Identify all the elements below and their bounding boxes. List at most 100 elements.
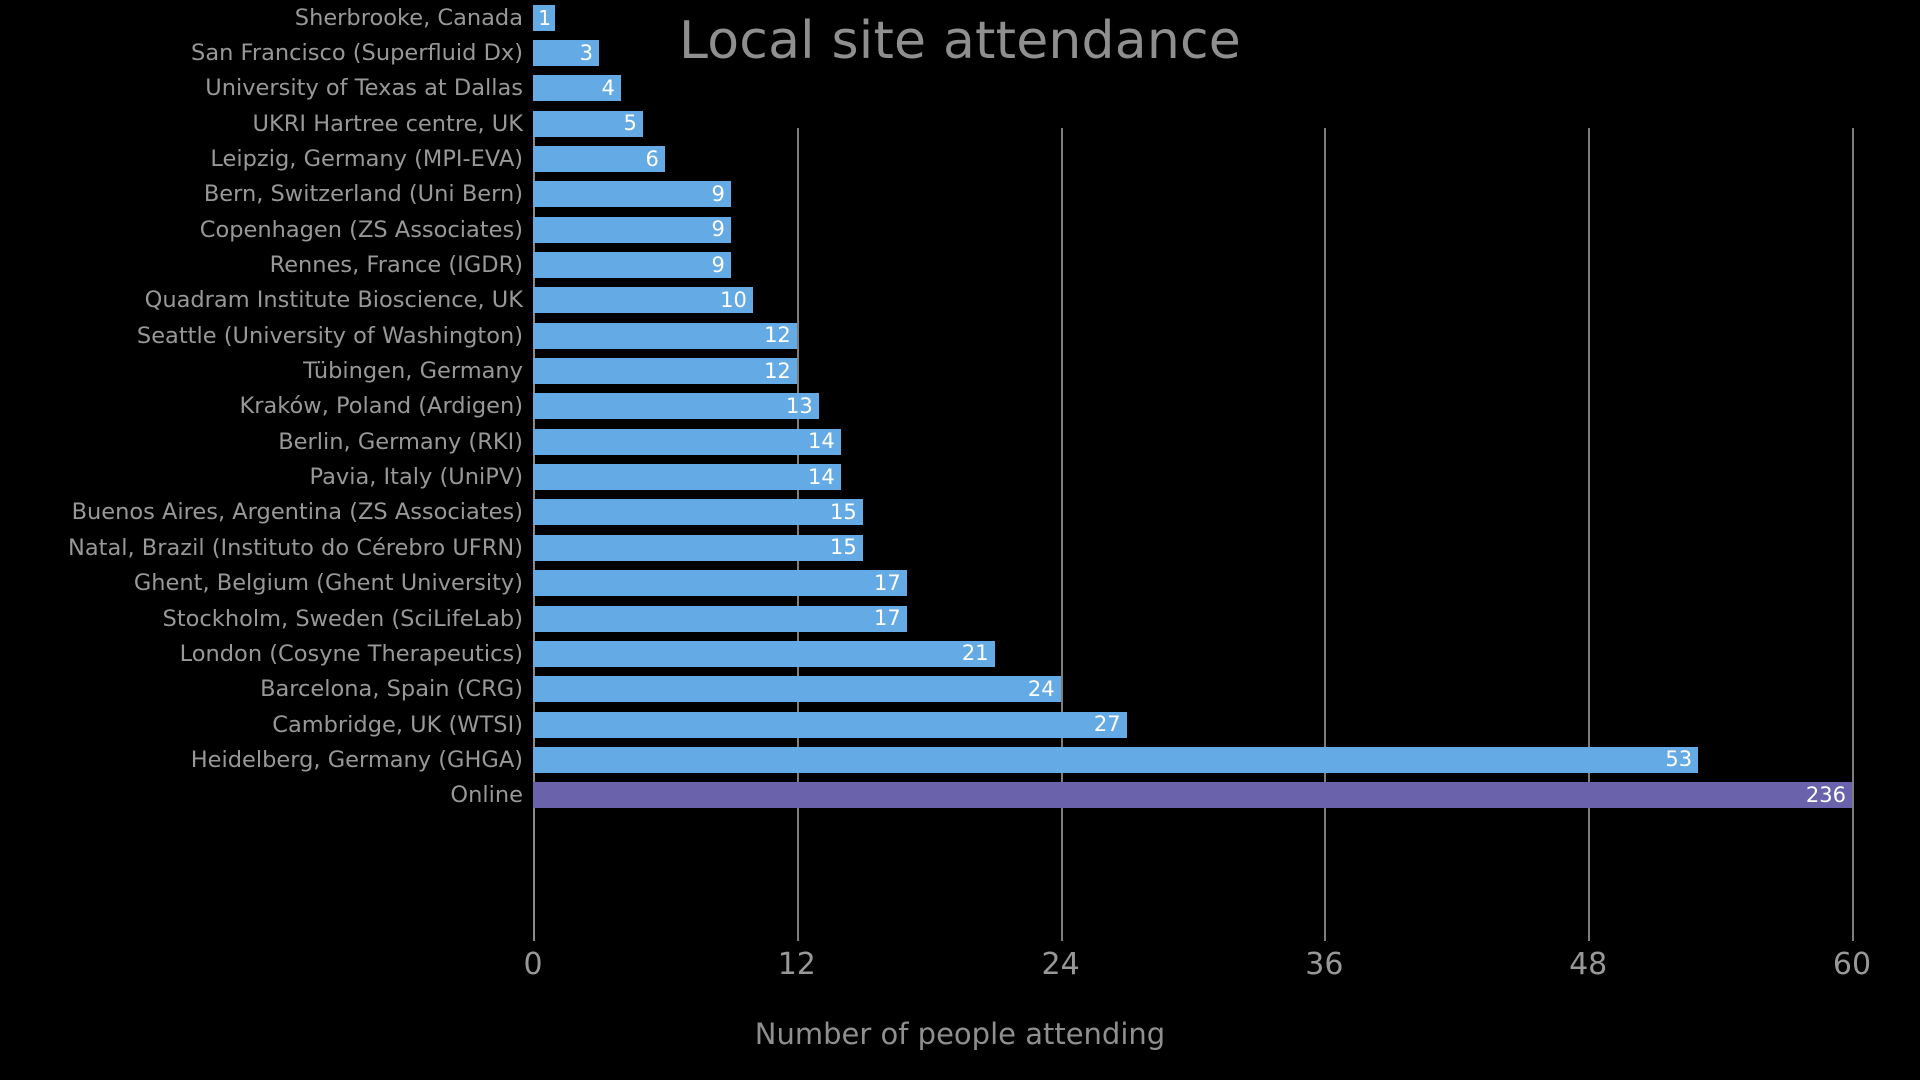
bar-value-label: 12 bbox=[764, 323, 791, 348]
bar-row: Heidelberg, Germany (GHGA) 53 bbox=[0, 742, 1920, 777]
category-label: University of Texas at Dallas bbox=[205, 75, 523, 102]
bar-row: Sherbrooke, Canada 1 bbox=[0, 0, 1920, 35]
category-label: Berlin, Germany (RKI) bbox=[278, 428, 523, 455]
bar-value-label: 17 bbox=[873, 570, 901, 595]
bar[interactable]: 12 bbox=[533, 358, 797, 385]
bar-container: 1 bbox=[533, 4, 555, 31]
bar-container: 21 bbox=[533, 640, 995, 667]
bar-row: Rennes, France (IGDR) 9 bbox=[0, 247, 1920, 282]
category-label: Online bbox=[450, 781, 523, 808]
bar-value-label: 15 bbox=[830, 499, 857, 524]
bar[interactable]: 9 bbox=[533, 181, 731, 208]
bar-container: 13 bbox=[533, 393, 819, 420]
bar-container: 236 bbox=[533, 782, 1852, 809]
gridline-48 bbox=[1588, 128, 1591, 941]
category-label: Buenos Aires, Argentina (ZS Associates) bbox=[71, 499, 523, 526]
bar-container: 15 bbox=[533, 499, 863, 526]
bar[interactable]: 9 bbox=[533, 216, 731, 243]
bar[interactable]: 13 bbox=[533, 393, 819, 420]
bar-value-label: 9 bbox=[711, 252, 725, 277]
category-label: Natal, Brazil (Instituto do Cérebro UFRN… bbox=[68, 534, 523, 561]
bar-row: Barcelona, Spain (CRG) 24 bbox=[0, 672, 1920, 707]
bar-row: Buenos Aires, Argentina (ZS Associates) 1… bbox=[0, 495, 1920, 530]
bar-container: 12 bbox=[533, 358, 797, 385]
bar-row: Copenhagen (ZS Associates) 9 bbox=[0, 212, 1920, 247]
bar[interactable]: 5 bbox=[533, 110, 643, 137]
category-label: UKRI Hartree centre, UK bbox=[252, 110, 523, 137]
bar-container: 14 bbox=[533, 464, 841, 491]
bar-value-label: 5 bbox=[623, 111, 637, 136]
bar-row: Leipzig, Germany (MPI-EVA) 6 bbox=[0, 141, 1920, 176]
bar[interactable]: 9 bbox=[533, 252, 731, 279]
bar-value-label: 14 bbox=[808, 429, 835, 454]
x-axis-label: Number of people attending bbox=[754, 1017, 1166, 1051]
bar-value-label: 10 bbox=[720, 287, 747, 312]
bar-container: 6 bbox=[533, 146, 665, 173]
bar-container: 15 bbox=[533, 534, 863, 561]
category-label: Leipzig, Germany (MPI-EVA) bbox=[210, 145, 523, 172]
gridline-24 bbox=[1060, 128, 1063, 941]
category-label: Bern, Switzerland (Uni Bern) bbox=[203, 181, 523, 208]
bar-row: Bern, Switzerland (Uni Bern) 9 bbox=[0, 177, 1920, 212]
bar-row: Quadram Institute Bioscience, UK 10 bbox=[0, 283, 1920, 318]
bar[interactable]: 4 bbox=[533, 75, 621, 102]
bar-container: 4 bbox=[533, 75, 621, 102]
x-tick-label: 36 bbox=[1305, 947, 1344, 982]
bar[interactable]: 24 bbox=[533, 676, 1061, 703]
category-label: Heidelberg, Germany (GHGA) bbox=[190, 746, 523, 773]
category-label: Tübingen, Germany bbox=[303, 357, 523, 384]
bar-container: 3 bbox=[533, 40, 599, 67]
bar-value-label: 27 bbox=[1093, 712, 1121, 737]
bar-container: 53 bbox=[533, 746, 1699, 773]
bar-value-label: 6 bbox=[645, 146, 659, 171]
bar[interactable]: 15 bbox=[533, 534, 863, 561]
bar-value-label: 4 bbox=[601, 75, 615, 100]
bar-row: UKRI Hartree centre, UK 5 bbox=[0, 106, 1920, 141]
bar[interactable]: 12 bbox=[533, 322, 797, 349]
bar-container: 24 bbox=[533, 676, 1061, 703]
gridline-60 bbox=[1852, 128, 1854, 941]
x-tick-label: 0 bbox=[523, 947, 543, 982]
bar-row: Cambridge, UK (WTSI) 27 bbox=[0, 707, 1920, 742]
bar[interactable]: 14 bbox=[533, 464, 841, 491]
bar[interactable]: 236 bbox=[533, 782, 1852, 809]
bar[interactable]: 27 bbox=[533, 711, 1127, 738]
bar-container: 17 bbox=[533, 570, 907, 597]
bar-container: 17 bbox=[533, 605, 907, 632]
bar-value-label: 13 bbox=[786, 393, 813, 418]
chart-title: Local site attendance bbox=[679, 11, 1241, 71]
bar-row: Natal, Brazil (Instituto do Cérebro UFRN… bbox=[0, 530, 1920, 565]
bar-container: 27 bbox=[533, 711, 1127, 738]
bar[interactable]: 15 bbox=[533, 499, 863, 526]
bar-rows: Sherbrooke, Canada 1 San Francisco (Superf… bbox=[0, 0, 1920, 813]
category-label: Kraków, Poland (Ardigen) bbox=[239, 393, 523, 420]
bar-value-label: 14 bbox=[808, 464, 835, 489]
bar-row: Stockholm, Sweden (SciLifeLab) 17 bbox=[0, 601, 1920, 636]
bar-container: 9 bbox=[533, 252, 731, 279]
bar-value-label: 9 bbox=[711, 181, 725, 206]
category-label: Cambridge, UK (WTSI) bbox=[272, 711, 523, 738]
bar[interactable]: 3 bbox=[533, 40, 599, 67]
bar-value-label: 1 bbox=[538, 5, 551, 30]
bar[interactable]: 17 bbox=[533, 570, 907, 597]
bar[interactable]: 21 bbox=[533, 640, 995, 667]
category-label: Quadram Institute Bioscience, UK bbox=[144, 287, 523, 314]
category-label: Sherbrooke, Canada bbox=[294, 4, 523, 31]
bar-container: 9 bbox=[533, 181, 731, 208]
category-label: Stockholm, Sweden (SciLifeLab) bbox=[162, 605, 523, 632]
bar[interactable]: 53 bbox=[533, 746, 1699, 773]
bar[interactable]: 17 bbox=[533, 605, 907, 632]
bar[interactable]: 1 bbox=[533, 4, 555, 31]
bar-row: San Francisco (Superfluid Dx) 3 bbox=[0, 35, 1920, 70]
bar-value-label: 15 bbox=[830, 535, 857, 560]
bar[interactable]: 14 bbox=[533, 428, 841, 455]
bar-container: 10 bbox=[533, 287, 753, 314]
bar-row: Berlin, Germany (RKI) 14 bbox=[0, 424, 1920, 459]
bar[interactable]: 10 bbox=[533, 287, 753, 314]
category-label: London (Cosyne Therapeutics) bbox=[179, 640, 523, 667]
bar-row: London (Cosyne Therapeutics) 21 bbox=[0, 636, 1920, 671]
axis-break-mark-icon bbox=[1366, 782, 1375, 809]
bar-row: Online 236 bbox=[0, 778, 1920, 813]
bar[interactable]: 6 bbox=[533, 146, 665, 173]
